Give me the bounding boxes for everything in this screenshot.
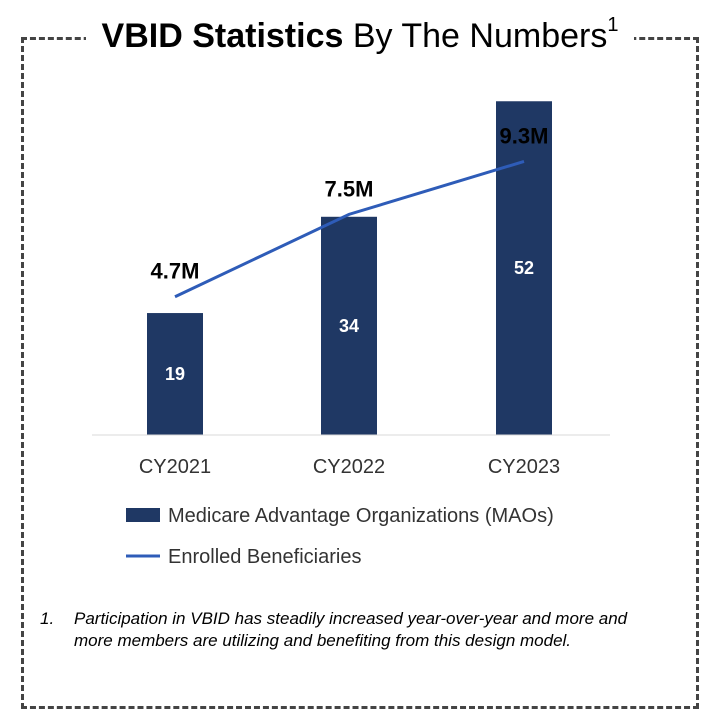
legend-swatch-maos: [126, 508, 160, 522]
bar-value-label: 52: [514, 258, 534, 278]
line-value-label: 4.7M: [151, 259, 200, 284]
title-container: VBID Statistics By The Numbers1: [0, 12, 720, 60]
title-rest: By The Numbers: [352, 17, 608, 55]
legend-label-beneficiaries: Enrolled Beneficiaries: [168, 546, 361, 568]
x-tick-label: CY2021: [139, 456, 211, 478]
line-value-label: 7.5M: [325, 176, 374, 201]
chart: 19 34 52 CY2021 CY2022 CY2023 4.7M 7.5M 9.3M M…: [92, 101, 610, 568]
line-labels-group: 4.7M 7.5M 9.3M: [151, 123, 549, 283]
footnote-text: Participation in VBID has steadily incre…: [74, 609, 628, 650]
bar-cy2022: [321, 216, 377, 435]
x-axis-ticks: CY2021 CY2022 CY2023: [139, 456, 560, 478]
chart-title: VBID Statistics By The Numbers1: [85, 12, 635, 60]
footnote: 1. Participation in VBID has steadily in…: [40, 608, 650, 652]
beneficiaries-line: [174, 159, 525, 299]
bars-group: 19 34 52: [147, 101, 552, 435]
title-footnote-marker: 1: [607, 13, 619, 36]
footnote-number: 1.: [40, 609, 55, 628]
x-tick-label: CY2022: [313, 456, 385, 478]
bar-value-label: 34: [339, 316, 359, 336]
legend-label-maos: Medicare Advantage Organizations (MAOs): [168, 505, 554, 527]
line-value-label: 9.3M: [500, 123, 549, 148]
x-tick-label: CY2023: [488, 456, 560, 478]
title-bold: VBID Statistics: [101, 17, 344, 55]
legend: Medicare Advantage Organizations (MAOs) …: [126, 505, 554, 568]
bar-value-label: 19: [165, 364, 185, 384]
bar-cy2023: [496, 101, 552, 435]
bar-cy2021: [147, 313, 203, 435]
